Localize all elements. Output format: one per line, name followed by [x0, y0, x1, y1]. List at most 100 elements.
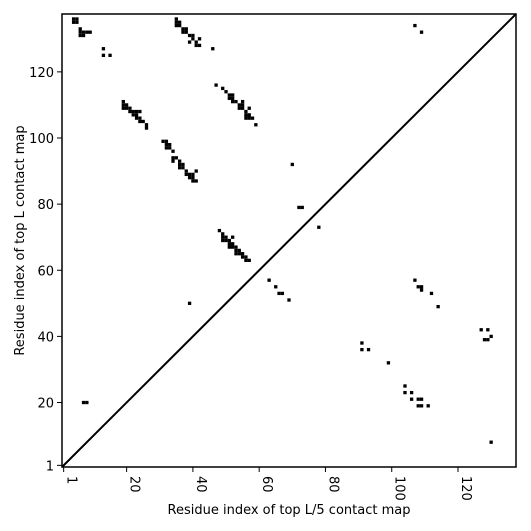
- contact-point: [244, 113, 248, 117]
- diagonal-line: [61, 13, 517, 468]
- plot-frame: [61, 13, 517, 468]
- contact-point: [128, 106, 132, 110]
- contact-point: [191, 176, 195, 180]
- contact-point: [403, 384, 407, 388]
- contact-point: [138, 119, 142, 124]
- contact-point: [181, 27, 185, 31]
- contact-point: [191, 33, 195, 38]
- contact-point: [184, 169, 188, 173]
- contact-point: [366, 347, 371, 352]
- contact-point: [174, 156, 178, 160]
- y-tick-label: 40: [37, 330, 54, 345]
- contact-point: [141, 119, 145, 124]
- contact-point: [214, 83, 218, 87]
- contact-point: [234, 99, 238, 104]
- y-axis-title: Residue index of top L contact map: [13, 125, 28, 355]
- x-tick-label: 20: [127, 476, 142, 493]
- y-tick-label: 60: [37, 264, 54, 279]
- contact-point: [287, 298, 291, 302]
- contact-point: [250, 116, 255, 120]
- contact-point: [197, 37, 202, 41]
- contact-point: [290, 162, 294, 167]
- contact-point: [108, 53, 112, 57]
- contact-point: [237, 248, 241, 253]
- contact-point: [426, 404, 430, 408]
- contact-point: [75, 20, 79, 24]
- contact-point: [187, 33, 192, 38]
- x-tick-label: 80: [325, 476, 340, 493]
- contact-point: [274, 285, 278, 289]
- contact-point: [121, 106, 125, 110]
- contact-point: [237, 252, 241, 256]
- contact-point: [413, 23, 417, 28]
- contact-point: [227, 242, 231, 246]
- contact-point: [234, 252, 238, 256]
- contact-point: [164, 142, 169, 147]
- contact-point: [489, 440, 493, 444]
- contact-point: [429, 291, 434, 296]
- contact-point: [244, 109, 248, 114]
- contact-point: [128, 109, 132, 114]
- contact-point: [134, 116, 139, 120]
- contact-point: [231, 245, 235, 249]
- contact-point: [171, 159, 175, 163]
- contact-point: [416, 404, 420, 408]
- contact-point: [221, 235, 225, 239]
- contact-point: [177, 162, 182, 167]
- contact-point: [101, 47, 106, 51]
- contact-point: [121, 103, 125, 107]
- contact-point: [419, 285, 424, 289]
- contact-point: [134, 109, 139, 114]
- contact-point: [267, 278, 271, 282]
- contact-point: [247, 258, 251, 262]
- y-tick-label: 120: [29, 66, 54, 81]
- contact-point: [409, 397, 414, 401]
- contact-point: [81, 33, 86, 38]
- contact-point: [88, 30, 92, 34]
- contact-point: [168, 146, 172, 150]
- contact-point: [174, 20, 178, 24]
- contact-point: [489, 334, 493, 339]
- contact-point: [231, 242, 235, 246]
- contact-point: [101, 53, 106, 57]
- contact-point: [187, 40, 192, 44]
- contact-point: [174, 17, 178, 21]
- x-tick-label: 60: [259, 476, 274, 493]
- contact-point: [197, 43, 202, 48]
- contact-point: [224, 235, 228, 239]
- contact-point: [240, 106, 245, 110]
- contact-point: [85, 400, 89, 405]
- contact-point: [171, 149, 175, 153]
- contact-point: [479, 328, 483, 332]
- contact-point: [181, 162, 185, 167]
- contact-point: [300, 205, 304, 210]
- contact-point: [386, 361, 391, 365]
- contact-point: [436, 304, 440, 309]
- contact-point: [221, 238, 225, 243]
- x-axis-title: Residue index of top L/5 contact map: [168, 503, 411, 518]
- contact-point: [224, 238, 228, 243]
- contact-point: [81, 30, 86, 34]
- contact-point: [317, 225, 321, 229]
- contact-point: [138, 109, 142, 114]
- contact-point: [227, 96, 231, 100]
- contact-point: [211, 47, 215, 51]
- contact-point: [78, 27, 82, 31]
- contact-point: [164, 146, 169, 150]
- contact-point: [247, 106, 251, 110]
- contact-point: [171, 156, 175, 160]
- y-tick-label: 20: [37, 397, 54, 412]
- contact-point: [419, 30, 424, 34]
- contact-point: [85, 30, 89, 34]
- contact-point: [482, 338, 487, 342]
- contact-point: [184, 172, 188, 177]
- contact-point: [184, 27, 188, 31]
- contact-point: [187, 301, 192, 305]
- contact-point: [121, 99, 125, 104]
- x-axis-ticks: 1 20 40 60 80 100 120: [63, 467, 473, 501]
- contact-point: [486, 338, 490, 342]
- contact-point: [184, 30, 188, 34]
- contact-point: [254, 123, 258, 127]
- contact-point: [181, 30, 185, 34]
